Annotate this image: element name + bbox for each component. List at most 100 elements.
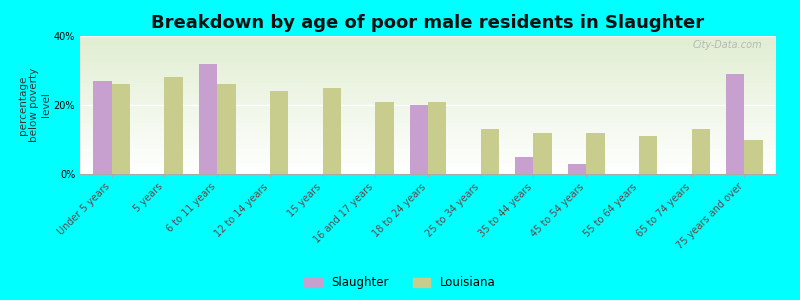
Bar [692, 129, 710, 174]
Bar [80, 76, 776, 77]
Bar [80, 55, 776, 57]
Bar [515, 157, 534, 174]
Bar [80, 148, 776, 149]
Bar [80, 82, 776, 83]
Bar [112, 84, 130, 174]
Bar [80, 108, 776, 109]
Bar [80, 164, 776, 166]
Bar [80, 106, 776, 108]
Bar [80, 172, 776, 174]
Bar [80, 93, 776, 94]
Bar [80, 79, 776, 80]
Bar [80, 61, 776, 62]
Bar [80, 119, 776, 120]
Bar [80, 73, 776, 75]
Bar [80, 91, 776, 93]
Bar [80, 123, 776, 124]
Bar [80, 105, 776, 106]
Bar [80, 160, 776, 162]
Bar [80, 126, 776, 127]
Bar [80, 149, 776, 151]
Bar [80, 50, 776, 51]
Bar [639, 136, 658, 174]
Bar [80, 109, 776, 110]
Bar [80, 152, 776, 153]
Bar [586, 133, 605, 174]
Text: City-Data.com: City-Data.com [693, 40, 762, 50]
Bar [80, 146, 776, 148]
Bar [80, 155, 776, 156]
Bar [80, 144, 776, 145]
Bar [80, 68, 776, 69]
Bar [568, 164, 586, 174]
Bar [80, 58, 776, 59]
Bar [80, 86, 776, 87]
Bar [744, 140, 763, 174]
Bar [80, 130, 776, 131]
Bar [322, 88, 341, 174]
Bar [93, 81, 112, 174]
Bar [80, 170, 776, 171]
Bar [80, 120, 776, 122]
Bar [80, 47, 776, 48]
Bar [80, 137, 776, 138]
Bar [270, 91, 288, 174]
Bar [80, 87, 776, 88]
Bar [80, 38, 776, 39]
Bar [164, 77, 183, 174]
Bar [80, 95, 776, 97]
Bar [80, 166, 776, 167]
Bar [481, 129, 499, 174]
Bar [80, 51, 776, 52]
Bar [80, 169, 776, 170]
Bar [726, 74, 744, 174]
Bar [80, 138, 776, 140]
Bar [80, 167, 776, 169]
Bar [80, 158, 776, 159]
Bar [80, 70, 776, 72]
Bar [80, 151, 776, 152]
Bar [428, 101, 446, 174]
Bar [80, 135, 776, 137]
Bar [80, 134, 776, 135]
Legend: Slaughter, Louisiana: Slaughter, Louisiana [300, 272, 500, 294]
Bar [80, 113, 776, 115]
Bar [80, 122, 776, 123]
Bar [80, 162, 776, 163]
Bar [80, 124, 776, 126]
Bar [80, 46, 776, 47]
Bar [80, 142, 776, 144]
Bar [80, 112, 776, 113]
Bar [80, 115, 776, 116]
Bar [198, 64, 217, 174]
Bar [80, 127, 776, 128]
Bar [80, 48, 776, 50]
Bar [80, 100, 776, 101]
Bar [534, 133, 552, 174]
Bar [80, 52, 776, 54]
Bar [80, 128, 776, 130]
Bar [80, 75, 776, 76]
Bar [80, 103, 776, 105]
Bar [80, 110, 776, 112]
Bar [80, 59, 776, 61]
Bar [80, 72, 776, 73]
Bar [80, 101, 776, 102]
Bar [217, 84, 235, 174]
Bar [80, 116, 776, 117]
Bar [80, 88, 776, 90]
Bar [80, 153, 776, 155]
Bar [410, 105, 428, 174]
Bar [80, 141, 776, 142]
Bar [80, 57, 776, 58]
Bar [80, 163, 776, 164]
Title: Breakdown by age of poor male residents in Slaughter: Breakdown by age of poor male residents … [151, 14, 705, 32]
Bar [80, 65, 776, 66]
Bar [80, 156, 776, 158]
Bar [80, 98, 776, 100]
Bar [80, 80, 776, 82]
Bar [80, 159, 776, 160]
Bar [375, 101, 394, 174]
Bar [80, 171, 776, 172]
Bar [80, 36, 776, 38]
